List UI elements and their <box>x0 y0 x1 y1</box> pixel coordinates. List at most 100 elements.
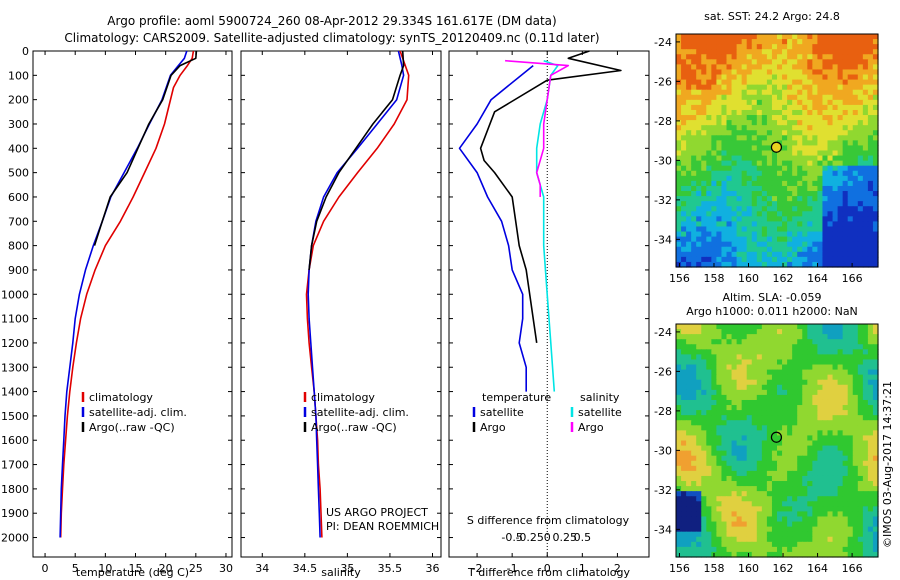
map-cell <box>736 69 743 76</box>
map-cell <box>681 546 687 553</box>
map-cell <box>706 185 712 192</box>
x-tick-label: 20 <box>159 562 173 575</box>
map-cell <box>792 201 798 207</box>
map-cell <box>862 104 869 111</box>
map-cell <box>807 99 813 106</box>
map-cell <box>746 521 753 528</box>
map-cell <box>802 175 808 182</box>
map-cell <box>777 445 783 452</box>
map-cell <box>822 379 829 386</box>
map-cell <box>721 155 728 162</box>
map-cell <box>701 435 707 442</box>
map-cell <box>746 420 753 426</box>
map-cell <box>827 389 834 396</box>
map-cell <box>812 491 818 497</box>
map-cell <box>862 334 869 340</box>
map-cell <box>812 44 818 50</box>
map-cell <box>731 69 738 76</box>
map-cell <box>726 349 733 355</box>
map-cell <box>676 369 682 376</box>
map-cell <box>706 405 712 411</box>
map-cell <box>832 369 839 376</box>
map-cell <box>766 415 773 421</box>
map-cell <box>706 546 712 553</box>
map-cell <box>837 511 844 518</box>
map-cell <box>746 175 753 182</box>
map-cell <box>686 516 692 523</box>
map-cell <box>741 69 748 76</box>
map-cell <box>852 135 859 141</box>
map-cell <box>711 435 717 442</box>
map-cell <box>686 241 692 248</box>
map-cell <box>832 160 839 167</box>
map-cell <box>686 541 692 548</box>
map-cell <box>852 511 859 518</box>
map-cell <box>676 145 682 152</box>
map-cell <box>832 170 839 177</box>
x-tick-label: 158 <box>703 272 724 285</box>
map-cell <box>696 445 702 452</box>
map-cell <box>761 206 768 212</box>
x-axis-label: temperature (deg C) <box>76 566 189 579</box>
map-cell <box>746 130 753 136</box>
map-cell <box>721 536 728 543</box>
map-cell <box>686 59 692 65</box>
map-cell <box>691 54 697 60</box>
map-cell <box>787 44 793 50</box>
map-cell <box>711 445 717 452</box>
map-cell <box>827 470 834 477</box>
map-cell <box>731 185 738 192</box>
map-cell <box>787 261 793 268</box>
map-cell <box>766 120 773 126</box>
map-cell <box>792 551 798 558</box>
map-cell <box>681 415 687 421</box>
map-cell <box>761 99 768 106</box>
map-cell <box>842 546 849 553</box>
map-cell <box>766 236 773 243</box>
map-cell <box>812 389 818 396</box>
map-cell <box>736 354 743 361</box>
map-cell <box>721 246 728 253</box>
map-cell <box>797 120 803 126</box>
map-cell <box>857 465 864 472</box>
map-cell <box>782 460 788 467</box>
map-cell <box>857 541 864 548</box>
map-cell <box>756 354 763 361</box>
map-cell <box>761 59 768 65</box>
map-cell <box>847 99 854 106</box>
map-cell <box>676 170 682 177</box>
map-cell <box>822 389 829 396</box>
map-cell <box>782 450 788 457</box>
map-cell <box>751 150 758 157</box>
map-cell <box>797 551 803 558</box>
map-cell <box>827 521 834 528</box>
map-cell <box>746 44 753 50</box>
map-cell <box>792 470 798 477</box>
map-cell <box>681 425 687 431</box>
map-cell <box>782 435 788 442</box>
legend-group-title: salinity <box>580 391 620 404</box>
map-cell <box>857 201 864 207</box>
map-cell <box>746 374 753 381</box>
map-cell <box>787 206 793 212</box>
map-cell <box>771 115 778 121</box>
map-cell <box>766 165 773 172</box>
map-cell <box>731 475 738 482</box>
map-cell <box>731 389 738 396</box>
map-cell <box>741 364 748 371</box>
map-cell <box>827 231 834 238</box>
map-cell <box>807 465 813 472</box>
map-cell <box>686 94 692 101</box>
map-cell <box>782 486 788 492</box>
map-cell <box>807 201 813 207</box>
map-cell <box>701 185 707 192</box>
map-cell <box>736 425 743 431</box>
map-cell <box>807 339 813 345</box>
map-cell <box>817 415 824 421</box>
map-cell <box>746 79 753 86</box>
map-cell <box>792 435 798 442</box>
map-cell <box>761 261 768 268</box>
map-cell <box>792 334 798 340</box>
map-cell <box>777 415 783 421</box>
map-cell <box>726 261 733 268</box>
